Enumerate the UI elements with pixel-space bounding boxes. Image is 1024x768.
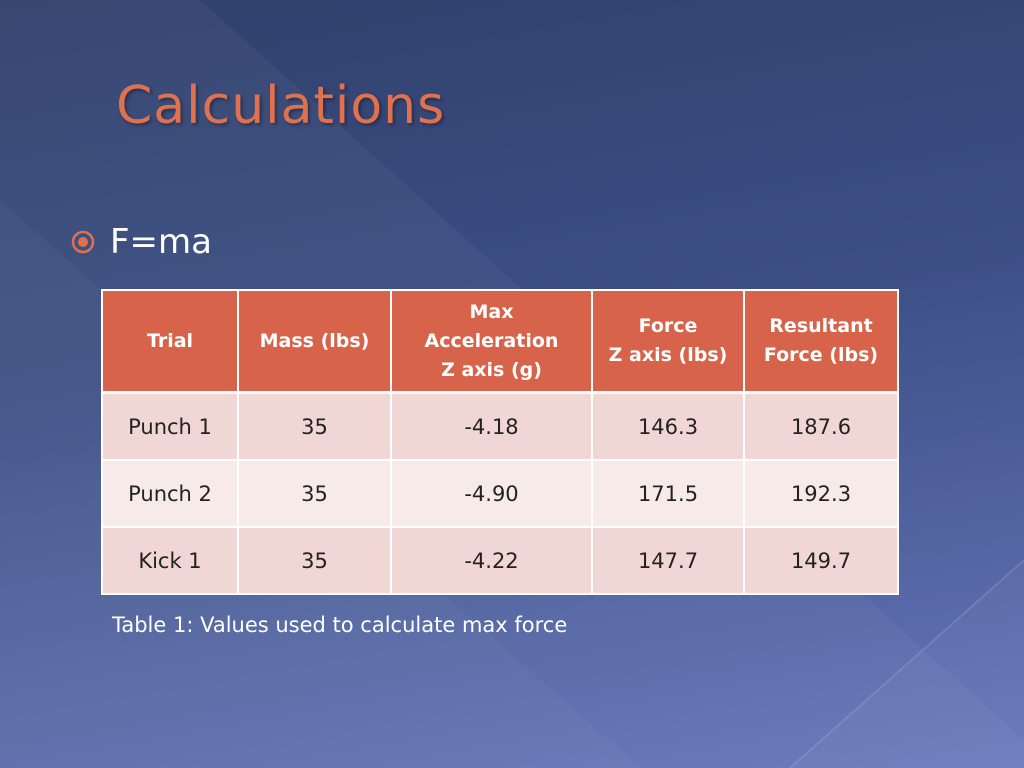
table-cell: 35 <box>237 526 392 595</box>
table-cell: Punch 1 <box>101 391 239 461</box>
table-header-row: Trial Mass (lbs) Max Acceleration Z axis (g)… <box>101 289 899 394</box>
column-header-line: Acceleration <box>424 329 559 352</box>
column-header: Resultant Force (lbs) <box>743 289 899 394</box>
table-cell: Kick 1 <box>101 526 239 595</box>
table-cell: 171.5 <box>591 459 745 528</box>
column-header-line: Trial <box>146 329 194 352</box>
table-cell: -4.90 <box>390 459 593 528</box>
table-cell: 147.7 <box>591 526 745 595</box>
table-row: Kick 1 35 -4.22 147.7 149.7 <box>101 526 899 595</box>
column-header-line: Z axis (lbs) <box>608 344 728 366</box>
table-cell: 187.6 <box>743 391 899 461</box>
column-header-line: Max <box>469 300 514 323</box>
slide-title: Calculations <box>116 76 446 136</box>
table-cell: 146.3 <box>591 391 745 461</box>
table-cell: -4.22 <box>390 526 593 595</box>
table-cell: 35 <box>237 391 392 461</box>
table-row: Punch 2 35 -4.90 171.5 192.3 <box>101 459 899 528</box>
column-header-line: Z axis (g) <box>441 358 542 381</box>
values-table: Trial Mass (lbs) Max Acceleration Z axis (g)… <box>101 289 899 595</box>
column-header: Max Acceleration Z axis (g) <box>390 289 593 394</box>
table-body: Punch 1 35 -4.18 146.3 187.6 Punch 2 35 -4.90 17… <box>101 391 899 595</box>
table-cell: Punch 2 <box>101 459 239 528</box>
column-header: Force Z axis (lbs) <box>591 289 745 394</box>
column-header-line: Force (lbs) <box>763 344 879 366</box>
table-row: Punch 1 35 -4.18 146.3 187.6 <box>101 391 899 461</box>
table-cell: 35 <box>237 459 392 528</box>
table-cell: 149.7 <box>743 526 899 595</box>
table-caption: Table 1: Values used to calculate max fo… <box>112 613 568 637</box>
table-cell: -4.18 <box>390 391 593 461</box>
column-header-line: Force <box>638 315 698 337</box>
column-header-line: Mass (lbs) <box>259 329 370 352</box>
column-header: Trial <box>101 289 239 394</box>
circle-dot-bullet-icon <box>71 230 95 254</box>
column-header-line: Resultant <box>769 315 873 337</box>
column-header: Mass (lbs) <box>237 289 392 394</box>
bullet-text: F=ma <box>110 222 212 262</box>
table-cell: 192.3 <box>743 459 899 528</box>
bullet-item: F=ma <box>70 222 212 262</box>
